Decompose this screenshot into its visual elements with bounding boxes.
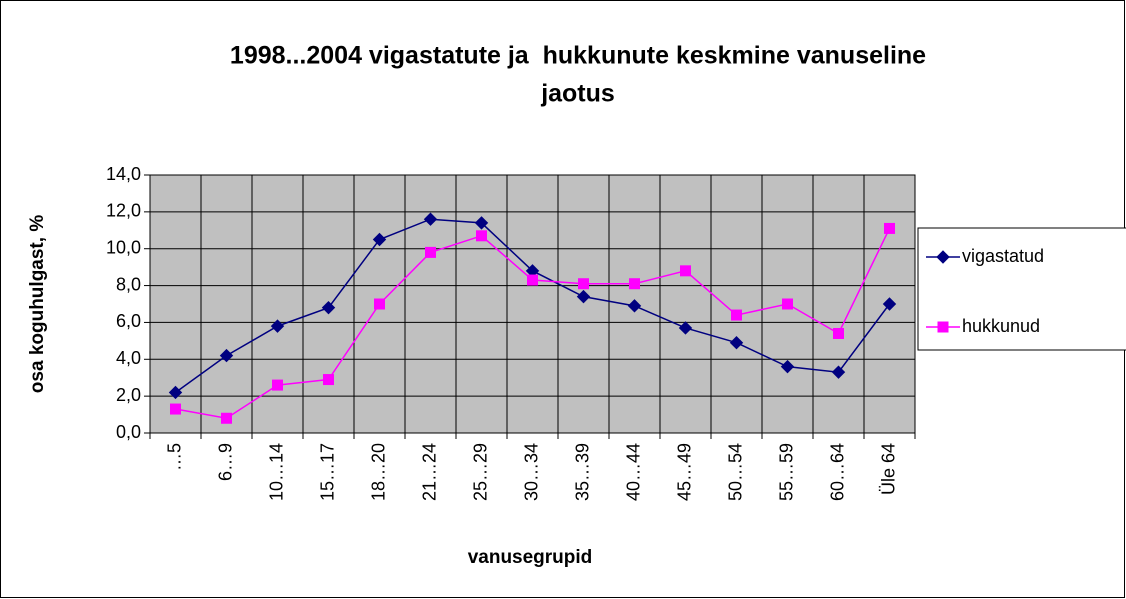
y-tick-label: 2,0 (116, 385, 141, 405)
y-tick-label: 12,0 (106, 201, 141, 221)
line-marker (423, 212, 438, 226)
chart-title: jaotus (540, 80, 615, 108)
line-marker (576, 289, 591, 304)
y-tick-label: 10,0 (106, 237, 141, 257)
x-tick-label: 21…24 (419, 443, 439, 501)
line-marker (884, 222, 895, 234)
plot-border (149, 174, 916, 434)
y-tick-label: 4,0 (116, 348, 141, 368)
x-tick-label: 10…14 (266, 443, 286, 501)
x-tick-label: 30…34 (521, 443, 541, 501)
line-marker (374, 298, 385, 310)
line-marker (323, 374, 334, 386)
line-marker (270, 319, 285, 333)
line-marker (474, 216, 489, 230)
x-tick-label: 6…9 (215, 443, 235, 481)
line-marker (219, 348, 234, 363)
y-tick-label: 14,0 (106, 164, 141, 184)
line-marker (321, 300, 336, 315)
legend-box (917, 227, 1126, 351)
line-marker (731, 309, 742, 321)
line-marker (272, 379, 283, 391)
x-tick-label: 25…29 (470, 443, 490, 501)
line-marker (476, 230, 487, 242)
y-tick-label: 6,0 (116, 311, 141, 331)
line-marker (372, 232, 387, 247)
x-tick-label: Üle 64 (878, 443, 898, 495)
chart-title: 1998...2004 vigastatute ja hukkunute kes… (230, 42, 926, 70)
line-marker (629, 278, 640, 290)
line-marker (680, 265, 691, 277)
line-marker (170, 403, 181, 415)
line-marker (221, 412, 232, 424)
y-tick-label: 0,0 (116, 422, 141, 442)
x-tick-label: 15…17 (317, 443, 337, 501)
x-axis-title: vanusegrupid (468, 547, 593, 568)
x-tick-label: …5 (164, 443, 184, 471)
y-axis-title: osa koguhulgast, % (27, 215, 48, 394)
line-marker (578, 278, 589, 290)
line-marker (882, 297, 897, 311)
legend-marker (936, 250, 950, 264)
x-tick-label: 55…59 (776, 443, 796, 501)
line-marker (729, 335, 744, 350)
line-marker (425, 246, 436, 258)
line-marker (833, 327, 844, 339)
plot-area (150, 175, 915, 433)
line-marker (678, 321, 693, 335)
x-tick-label: 45…49 (674, 443, 694, 501)
legend-marker (937, 321, 949, 333)
line-marker (782, 298, 793, 310)
line-marker (780, 359, 795, 374)
x-tick-label: 60…64 (827, 443, 847, 501)
y-tick-label: 8,0 (116, 274, 141, 294)
line-marker (527, 274, 538, 286)
x-tick-label: 40…44 (623, 443, 643, 501)
x-tick-label: 18…20 (368, 443, 388, 501)
line-marker (627, 299, 642, 313)
line-marker (831, 365, 846, 379)
legend-label: hukkunud (962, 316, 1040, 336)
legend-label: vigastatud (962, 246, 1044, 266)
x-tick-label: 35…39 (572, 443, 592, 501)
x-tick-label: 50…54 (725, 443, 745, 501)
line-marker (168, 385, 183, 400)
